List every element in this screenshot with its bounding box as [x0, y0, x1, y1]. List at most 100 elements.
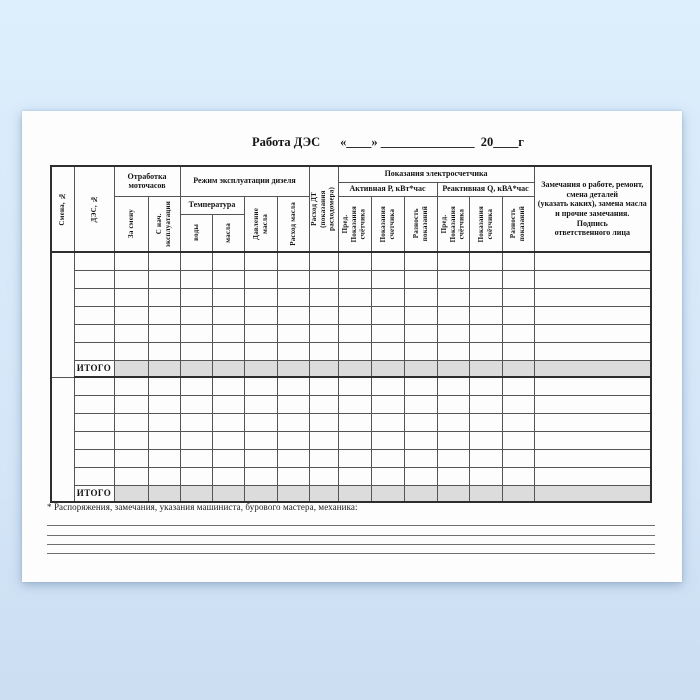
empty-cell: [436, 466, 470, 486]
empty-cell: [337, 305, 372, 325]
empty-cell: [243, 323, 278, 343]
empty-cell: [113, 466, 149, 486]
form-title-date-blank: «____» _______________ 20____г: [340, 135, 524, 149]
empty-cell: [243, 394, 278, 414]
empty-cell: [337, 287, 372, 307]
empty-cell: [73, 341, 115, 361]
empty-cell: [501, 430, 535, 450]
empty-cell: [533, 412, 652, 432]
empty-cell: [179, 251, 213, 271]
empty-cell: [243, 448, 278, 468]
empty-cell: [337, 323, 372, 343]
table-row: [51, 466, 652, 486]
empty-cell: [147, 376, 181, 396]
empty-cell: [308, 394, 339, 414]
empty-cell: [243, 287, 278, 307]
table-row: [51, 430, 652, 450]
empty-cell: [370, 376, 405, 396]
empty-cell: [211, 251, 245, 271]
empty-cell: [147, 269, 181, 289]
empty-cell: [276, 448, 310, 468]
empty-cell: [179, 466, 213, 486]
empty-cell: [370, 412, 405, 432]
empty-cell: [533, 394, 652, 414]
table-row: [50, 251, 652, 378]
empty-cell: [468, 412, 503, 432]
empty-cell: [501, 305, 535, 325]
empty-cell: [147, 448, 181, 468]
empty-cell: [370, 287, 405, 307]
col-header-oil-pressure: Давление масла: [243, 195, 278, 253]
ruled-line: [47, 553, 655, 554]
empty-cell: [276, 269, 310, 289]
empty-cell: [147, 466, 181, 486]
col-header-shift-no: Смена, №: [50, 165, 75, 253]
empty-cell: [468, 287, 503, 307]
empty-cell: [468, 251, 503, 271]
empty-cell: [243, 341, 278, 361]
empty-cell: [308, 269, 339, 289]
total-gray-cell: [243, 359, 278, 378]
empty-cell: [211, 376, 245, 396]
empty-cell: [436, 430, 470, 450]
table-row: [50, 376, 652, 503]
empty-cell: [370, 394, 405, 414]
total-gray-cell: [211, 359, 245, 378]
total-row: ИТОГО: [51, 359, 652, 378]
empty-cell: [211, 269, 245, 289]
group-header-active: Активная Р, кВт*час: [337, 181, 438, 197]
empty-cell: [243, 412, 278, 432]
empty-cell: [179, 376, 213, 396]
empty-cell: [533, 341, 652, 361]
empty-cell: [147, 251, 181, 271]
group-header-meter: Показания электросчетчика: [337, 165, 535, 183]
empty-cell: [73, 287, 115, 307]
empty-cell: [308, 341, 339, 361]
total-gray-cell: [370, 359, 405, 378]
total-gray-cell: [276, 484, 310, 503]
empty-cell: [276, 323, 310, 343]
empty-cell: [403, 394, 438, 414]
empty-cell: [337, 466, 372, 486]
col-header-active-prev: Пред. Показания счётчика: [337, 195, 372, 253]
empty-cell: [73, 376, 115, 396]
empty-cell: [533, 430, 652, 450]
empty-cell: [211, 341, 245, 361]
empty-cell: [147, 430, 181, 450]
empty-cell: [308, 251, 339, 271]
empty-cell: [243, 251, 278, 271]
col-header-per-shift: За смену: [113, 195, 149, 253]
empty-cell: [147, 305, 181, 325]
empty-cell: [73, 448, 115, 468]
empty-cell: [147, 341, 181, 361]
total-gray-cell: [468, 359, 503, 378]
empty-cell: [403, 323, 438, 343]
empty-cell: [337, 269, 372, 289]
empty-cell: [147, 394, 181, 414]
empty-cell: [501, 448, 535, 468]
empty-cell: [147, 412, 181, 432]
total-gray-cell: [436, 484, 470, 503]
empty-cell: [73, 466, 115, 486]
empty-cell: [337, 412, 372, 432]
empty-cell: [337, 251, 372, 271]
empty-cell: [308, 466, 339, 486]
empty-cell: [179, 341, 213, 361]
total-label: ИТОГО: [73, 484, 115, 503]
empty-cell: [308, 305, 339, 325]
table-row: [51, 412, 652, 432]
form-table: Смена, № ДЭС, № Отработка моточасов Режи…: [50, 165, 653, 503]
empty-cell: [337, 448, 372, 468]
empty-cell: [436, 412, 470, 432]
form-title-name: Работа ДЭС: [252, 135, 321, 149]
empty-cell: [468, 430, 503, 450]
empty-cell: [468, 376, 503, 396]
total-gray-cell: [211, 484, 245, 503]
empty-cell: [276, 430, 310, 450]
empty-cell: [211, 412, 245, 432]
empty-cell: [436, 394, 470, 414]
total-label: ИТОГО: [73, 359, 115, 378]
empty-cell: [533, 323, 652, 343]
empty-cell: [308, 430, 339, 450]
total-gray-cell: [179, 484, 213, 503]
